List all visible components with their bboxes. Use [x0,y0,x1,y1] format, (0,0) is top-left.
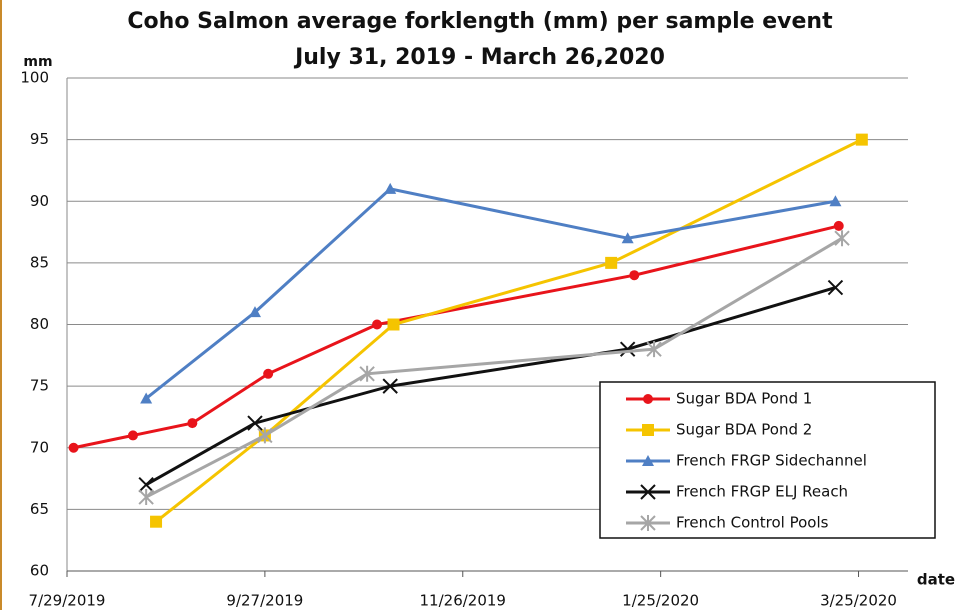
y-tick-label: 95 [30,130,49,148]
marker [629,270,640,281]
x-tick-label: 11/26/2019 [420,592,506,610]
marker [257,427,273,444]
marker [646,341,662,358]
y-tick-label: 65 [30,500,49,518]
marker [829,195,842,207]
marker [127,430,138,441]
marker [140,392,153,404]
marker [619,341,636,357]
marker [248,306,261,318]
x-tick-label: 3/25/2020 [820,592,897,610]
marker [263,368,274,379]
y-tick-label: 75 [30,377,49,395]
legend-label: French FRGP ELJ Reach [676,483,848,501]
y-tick-label: 60 [30,562,49,580]
marker [382,378,398,394]
marker [833,220,844,231]
marker [150,515,163,528]
chart-subtitle: July 31, 2019 - March 26,2020 [293,45,665,70]
y-tick-label: 100 [20,69,49,87]
legend-label: French FRGP Sidechannel [676,452,867,470]
marker [855,133,868,146]
y-tick-label: 70 [30,438,49,456]
x-axis-label: date [917,571,955,589]
y-tick-label: 80 [30,315,49,333]
marker [359,365,375,382]
legend-label: French Control Pools [676,514,829,532]
y-tick-label: 90 [30,192,49,210]
marker [621,232,634,244]
legend-label: Sugar BDA Pond 1 [676,390,812,408]
marker [372,319,383,330]
marker [640,515,656,531]
marker [605,256,618,269]
marker [138,477,154,493]
marker [187,418,198,429]
legend: Sugar BDA Pond 1 Sugar BDA Pond 2 French F… [599,381,936,539]
marker [643,394,653,404]
x-tick-label: 1/25/2020 [622,592,699,610]
y-axis-label: mm [23,54,52,70]
x-tick-label: 9/27/2019 [226,592,303,610]
chart-title: Coho Salmon average forklength (mm) per … [127,9,833,34]
marker [387,318,400,331]
marker [827,279,844,296]
marker [642,424,654,436]
x-tick-label: 7/29/2019 [29,592,106,610]
marker [68,442,79,453]
marker [640,484,656,500]
marker [384,182,397,194]
marker [834,230,850,247]
marker [642,455,654,466]
marker [138,489,154,506]
legend-label: Sugar BDA Pond 2 [676,421,812,439]
y-tick-label: 85 [30,253,49,271]
marker [247,415,263,431]
